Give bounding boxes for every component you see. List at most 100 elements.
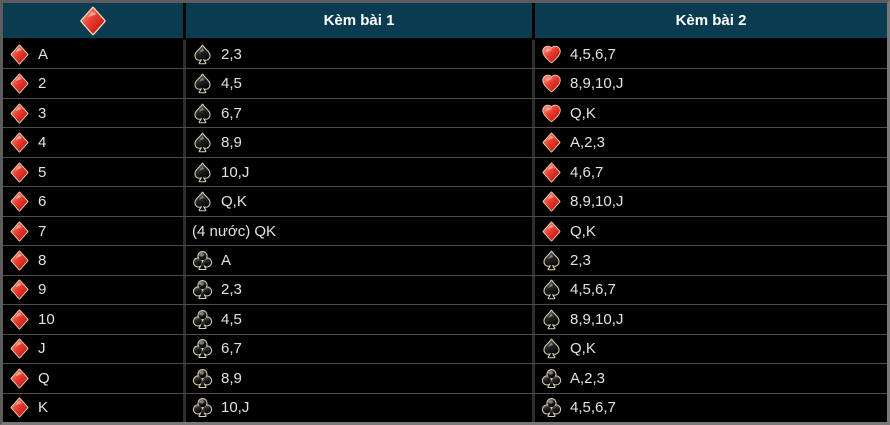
spade-icon [541, 279, 562, 300]
rank-cell: 7 [3, 216, 183, 246]
kem1-cell: A [186, 246, 532, 275]
kem1-cell: 6,7 [186, 98, 532, 128]
rank-label: Q [38, 369, 50, 387]
club-icon [192, 250, 213, 271]
heart-icon [541, 44, 562, 65]
spade-icon [192, 162, 213, 183]
diamond-icon [9, 103, 30, 124]
kem2-cell: 4,5,6,7 [535, 393, 887, 423]
rank-label: K [38, 399, 49, 417]
kem1-cards: 8,9 [221, 369, 242, 387]
kem1-cell: 10,J [186, 393, 532, 423]
kem2-cell: 8,9,10,J [535, 305, 887, 334]
spade-icon [192, 44, 213, 65]
club-icon [192, 338, 213, 359]
header-suit-cell [3, 3, 183, 38]
diamond-icon [541, 221, 562, 242]
table-row: 4 8,9 A,2,3 [3, 127, 887, 157]
rank-cell: J [3, 334, 183, 364]
kem2-cards: Q,K [570, 222, 596, 240]
spade-icon [541, 250, 562, 271]
kem1-cell: (4 nước) QK [186, 216, 532, 246]
diamond-icon [9, 279, 30, 300]
rank-label: J [38, 340, 46, 358]
kem2-cell: 8,9,10,J [535, 69, 887, 98]
kem1-cell: 4,5 [186, 69, 532, 98]
kem1-cards: Q,K [221, 193, 247, 211]
spade-icon [541, 309, 562, 330]
kem1-cell: 8,9 [186, 128, 532, 157]
rank-cell: 6 [3, 187, 183, 216]
table-row: 3 6,7 Q,K [3, 97, 887, 128]
kem2-cell: 4,6,7 [535, 157, 887, 187]
kem1-cell: 10,J [186, 157, 532, 187]
kem1-cell: Q,K [186, 187, 532, 216]
diamond-icon [9, 250, 30, 271]
diamond-icon [9, 397, 30, 418]
kem1-cell: 6,7 [186, 334, 532, 364]
table-row: 10 4,5 8,9,10,J [3, 304, 887, 334]
table-row: 5 10,J 4,6,7 [3, 156, 887, 187]
table-row: Q 8,9 A,2,3 [3, 363, 887, 393]
diamond-icon [9, 368, 30, 389]
spade-icon [192, 191, 213, 212]
rank-label: 10 [38, 310, 55, 328]
diamond-icon [541, 132, 562, 153]
club-icon [192, 279, 213, 300]
kem2-cell: 2,3 [535, 246, 887, 275]
kem1-cards: 4,5 [221, 310, 242, 328]
table-row: 8 A 2,3 [3, 245, 887, 275]
kem2-cell: A,2,3 [535, 364, 887, 393]
kem2-cards: 4,5,6,7 [570, 399, 616, 417]
kem2-cards: 4,6,7 [570, 163, 604, 181]
spade-icon [192, 73, 213, 94]
table-row: 7 (4 nước) QK Q,K [3, 215, 887, 246]
diamond-icon [541, 191, 562, 212]
rank-cell: K [3, 393, 183, 423]
rank-label: 4 [38, 134, 47, 152]
rank-cell: Q [3, 364, 183, 393]
kem1-cards: 6,7 [221, 104, 242, 122]
kem2-cards: 4,5,6,7 [570, 45, 616, 63]
club-icon [541, 397, 562, 418]
diamond-icon [9, 132, 30, 153]
kem2-cell: 4,5,6,7 [535, 40, 887, 69]
diamond-icon [9, 338, 30, 359]
club-icon [541, 368, 562, 389]
kem1-cell: 2,3 [186, 40, 532, 69]
spade-icon [192, 132, 213, 153]
kem2-cards: A,2,3 [570, 369, 606, 387]
kem1-cards: 10,J [221, 163, 250, 181]
kem1-cards: 6,7 [221, 340, 242, 358]
club-icon [192, 309, 213, 330]
spade-icon [541, 338, 562, 359]
kem2-cards: 8,9,10,J [570, 193, 624, 211]
table-row: 6 Q,K 8,9,10,J [3, 186, 887, 216]
kem2-cell: Q,K [535, 334, 887, 364]
heart-icon [541, 103, 562, 124]
rank-cell: 8 [3, 246, 183, 275]
diamond-icon [78, 6, 108, 36]
kem1-cards: 2,3 [221, 281, 242, 299]
column-header-kem-bai-1: Kèm bài 1 [186, 3, 532, 38]
kem1-cards: 8,9 [221, 134, 242, 152]
diamond-icon [9, 162, 30, 183]
table-body: A 2,3 4,5,6,7 2 4,5 8,9,10,J 3 6,7 Q,K 4… [3, 38, 887, 423]
diamond-icon [541, 162, 562, 183]
table-header: Kèm bài 1 Kèm bài 2 [3, 3, 887, 38]
kem1-cards: 10,J [221, 399, 250, 417]
kem1-cards: (4 nước) QK [192, 222, 277, 240]
kem2-cards: 2,3 [570, 252, 591, 270]
club-icon [192, 368, 213, 389]
kem2-cards: Q,K [570, 104, 596, 122]
diamond-icon [9, 73, 30, 94]
diamond-icon [9, 191, 30, 212]
kem1-cell: 4,5 [186, 305, 532, 334]
table-row: A 2,3 4,5,6,7 [3, 40, 887, 69]
kem2-cards: 8,9,10,J [570, 310, 624, 328]
table-row: J 6,7 Q,K [3, 333, 887, 364]
kem2-cards: 4,5,6,7 [570, 281, 616, 299]
rank-label: 9 [38, 281, 47, 299]
diamond-icon [9, 221, 30, 242]
